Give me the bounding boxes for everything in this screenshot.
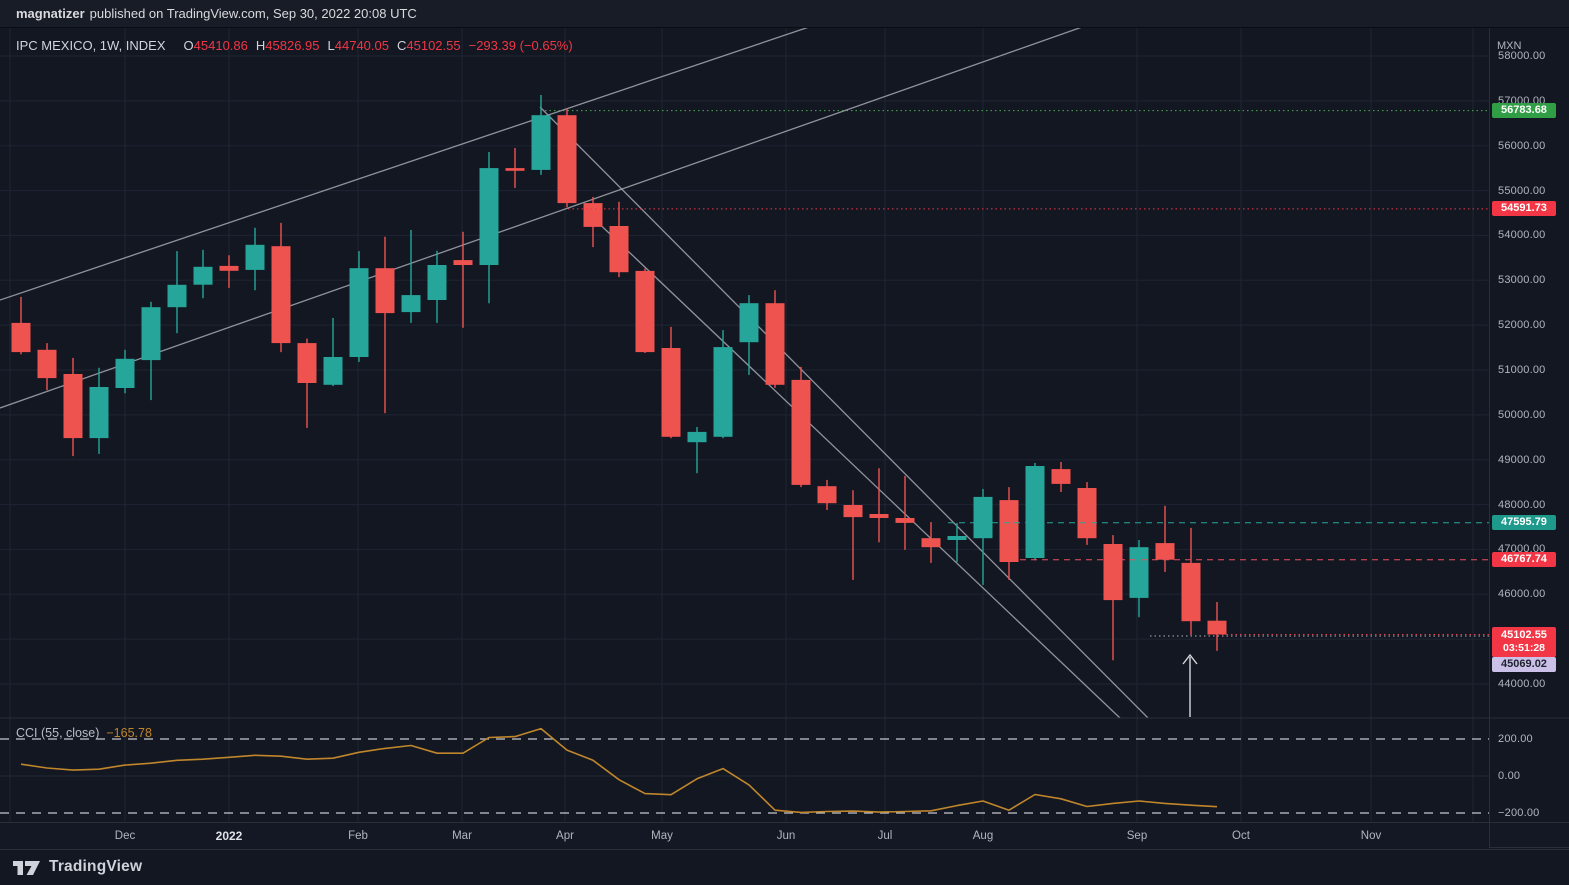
time-axis[interactable]: Dec 2022 Feb Mar Apr May Jun Jul Aug Sep Oct Nov	[0, 822, 1569, 850]
footer-bar: TradingView	[0, 848, 1569, 885]
time-tick-feb: Feb	[348, 830, 368, 842]
price-tick: 55000.00	[1498, 184, 1546, 197]
time-tick-apr: Apr	[556, 830, 574, 842]
time-tick-oct: Oct	[1232, 830, 1250, 842]
price-badge: 56783.68	[1492, 103, 1556, 119]
high-label: H	[255, 38, 266, 53]
indicator-legend: CCI (55, close) −165.78	[16, 726, 152, 740]
price-tick: 56000.00	[1498, 139, 1546, 152]
price-badge: 45102.55 03:51:28	[1492, 626, 1556, 657]
time-tick-nov: Nov	[1360, 830, 1382, 842]
price-badge: 45069.02	[1492, 657, 1556, 673]
chart-canvas[interactable]	[0, 28, 1569, 885]
time-tick-mar: Mar	[452, 830, 472, 842]
indicator-value: −165.78	[106, 726, 152, 740]
price-tick: 50000.00	[1498, 408, 1546, 421]
time-tick-2022: 2022	[215, 829, 243, 843]
low-label: L	[327, 38, 335, 53]
currency-label: MXN	[1497, 40, 1522, 52]
time-tick-jun: Jun	[776, 830, 796, 842]
price-tick: 49000.00	[1498, 453, 1546, 466]
cci-tick: 200.00	[1498, 733, 1533, 745]
published-bar: magnatizer published on TradingView.com,…	[0, 0, 1569, 28]
price-tick: 53000.00	[1498, 274, 1546, 287]
indicator-title[interactable]: CCI (55, close)	[16, 726, 100, 740]
cci-tick: 0.00	[1498, 770, 1521, 782]
levels-layer	[545, 110, 1489, 637]
price-tick: 51000.00	[1498, 364, 1546, 376]
open-label: O	[183, 38, 194, 53]
cci-tick: −200.00	[1498, 807, 1540, 819]
price-axis[interactable]: 58000.00 57000.00 56000.00 55000.00 54000.00…	[1489, 28, 1569, 848]
candles-layer	[11, 95, 1227, 661]
published-text: published on TradingView.com, Sep 30, 20…	[89, 6, 417, 21]
countdown-timer: 03:51:28	[1502, 641, 1546, 654]
time-tick-may: May	[651, 830, 673, 842]
tradingview-logo-icon[interactable]	[12, 857, 41, 877]
price-badge: 46767.74	[1492, 552, 1556, 568]
price-tick: 44000.00	[1498, 678, 1546, 690]
price-tick: 52000.00	[1498, 319, 1546, 332]
price-badge: 54591.73	[1492, 201, 1556, 217]
symbol-title[interactable]: IPC MEXICO, 1W, INDEX	[16, 38, 166, 53]
price-tick: 46000.00	[1498, 588, 1546, 601]
time-tick-aug: Aug	[972, 830, 994, 842]
arrow-up-icon[interactable]	[1182, 653, 1198, 717]
price-tick: 54000.00	[1498, 229, 1546, 242]
time-tick-sep: Sep	[1126, 830, 1148, 842]
time-tick-dec: Dec	[114, 830, 136, 842]
low-value: 44740.05	[334, 38, 389, 53]
symbol-legend: IPC MEXICO, 1W, INDEX O45410.86 H45826.95 L…	[16, 38, 573, 53]
price-tick: 58000.00	[1498, 50, 1546, 62]
close-value: 45102.55	[406, 38, 461, 53]
axis-corner	[1489, 822, 1569, 848]
price-badge: 47595.79	[1492, 515, 1556, 531]
tradingview-logo-text[interactable]: TradingView	[49, 857, 143, 875]
open-value: 45410.86	[193, 38, 248, 53]
cci-line	[20, 727, 1218, 814]
close-label: C	[396, 38, 407, 53]
change-value: −293.39 (−0.65%)	[468, 38, 573, 53]
chart-root: IPC MEXICO, 1W, INDEX O45410.86 H45826.95 L…	[0, 28, 1569, 885]
time-tick-jul: Jul	[877, 830, 893, 842]
author-name: magnatizer	[16, 6, 85, 21]
price-tick: 48000.00	[1498, 498, 1546, 511]
high-value: 45826.95	[265, 38, 320, 53]
